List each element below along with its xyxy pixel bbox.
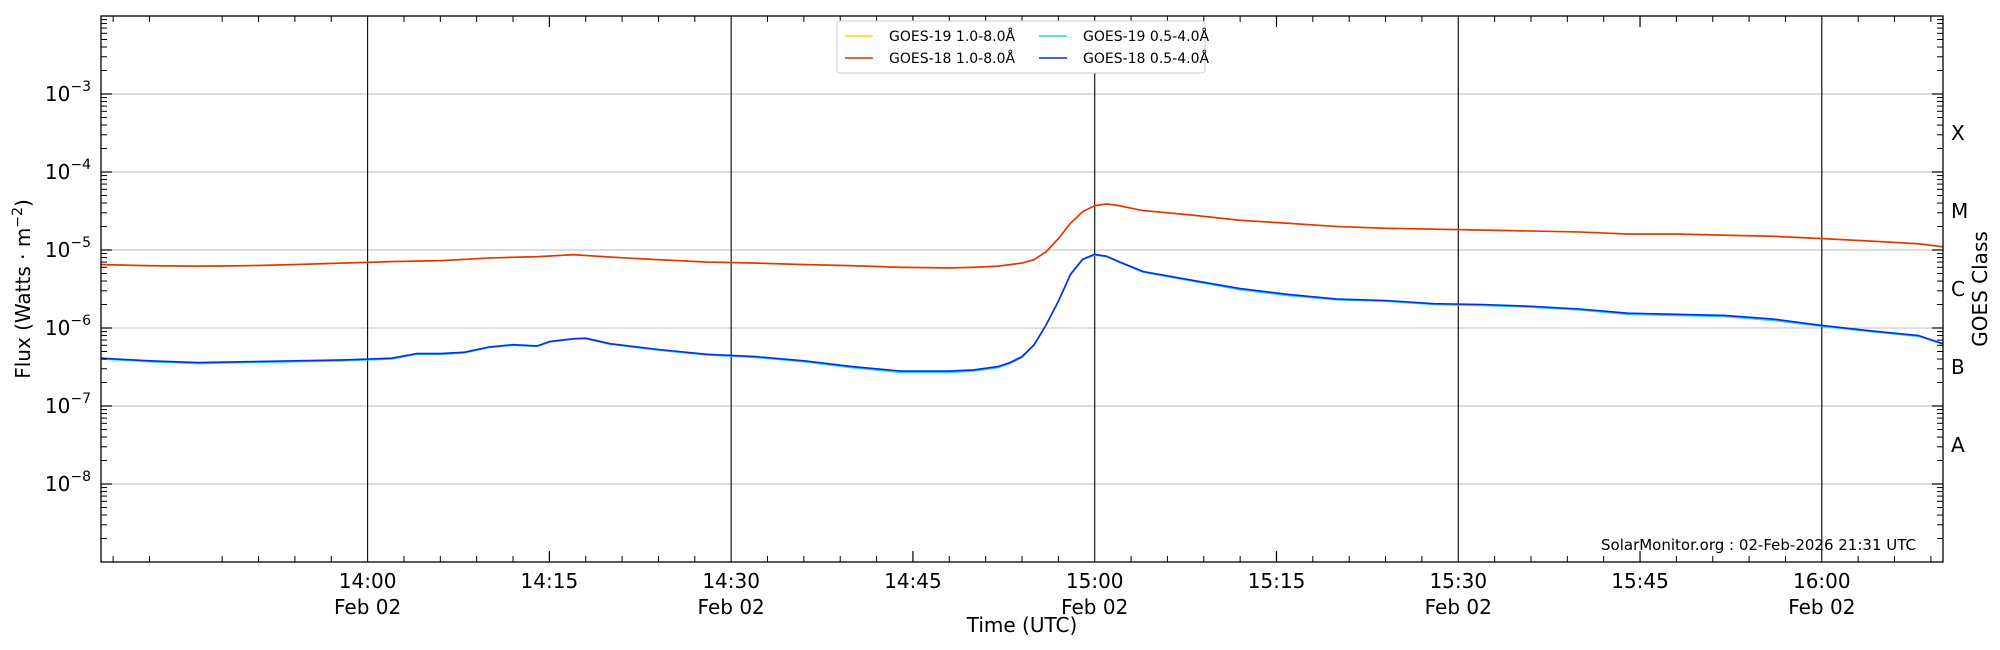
y-tick-base: 10	[45, 82, 70, 106]
goes-class-label: B	[1951, 355, 1965, 379]
goes-class-label: A	[1951, 433, 1965, 457]
series-line	[100, 203, 1944, 269]
legend-label: GOES-19 0.5-4.0Å	[1083, 28, 1209, 45]
x-tick-label: 14:30	[702, 569, 760, 593]
y-tick-label: 10−5	[45, 235, 91, 262]
x-tick-label: 16:00	[1793, 569, 1851, 593]
x-tick-date-label: Feb 02	[1061, 595, 1128, 619]
grid-lines	[101, 16, 1943, 562]
y-tick-exponent: −5	[70, 235, 91, 251]
legend-box	[836, 20, 1206, 74]
x-axis-title: Time (UTC)	[966, 613, 1078, 637]
series-line	[100, 253, 1944, 372]
y-tick-base: 10	[45, 472, 70, 496]
y-tick-label: 10−8	[45, 469, 91, 496]
y-axis-title-exponent: −2	[10, 207, 26, 228]
x-tick-date-label: Feb 02	[334, 595, 401, 619]
y-tick-base: 10	[45, 238, 70, 262]
y-tick-exponent: −3	[70, 79, 91, 95]
x-tick-label: 14:45	[884, 569, 942, 593]
x-tick-date-label: Feb 02	[698, 595, 765, 619]
y-axis-title-close: )	[11, 199, 35, 207]
y-tick-exponent: −8	[70, 469, 91, 485]
x-tick-date-label: Feb 02	[1425, 595, 1492, 619]
credit-label: SolarMonitor.org : 02-Feb-2026 21:31 UTC	[1601, 536, 1916, 554]
y-tick-label: 10−7	[45, 391, 91, 418]
y-tick-base: 10	[45, 394, 70, 418]
x-tick-label: 14:00	[339, 569, 397, 593]
goes-class-label: M	[1951, 199, 1968, 223]
series-lines	[100, 203, 1944, 374]
goes-class-label: C	[1951, 277, 1965, 301]
x-tick-label: 14:15	[521, 569, 579, 593]
y-tick-base: 10	[45, 160, 70, 184]
x-tick-label: 15:30	[1429, 569, 1487, 593]
x-tick-label: 15:45	[1611, 569, 1669, 593]
x-tick-label: 15:00	[1066, 569, 1124, 593]
y-tick-label: 10−3	[45, 79, 91, 106]
y-tick-label: 10−6	[45, 313, 91, 340]
goes-class-label: X	[1951, 121, 1965, 145]
y-axis-title-main: Flux (Watts · m	[11, 228, 35, 379]
y-axis-title: Flux (Watts · m−2)	[10, 199, 35, 379]
y-tick-label: 10−4	[45, 157, 91, 184]
y-tick-exponent: −6	[70, 313, 91, 329]
legend-label: GOES-18 1.0-8.0Å	[889, 50, 1015, 67]
legend: GOES-19 1.0-8.0Å GOES-18 1.0-8.0Å GOES-19 …	[836, 20, 1209, 74]
y-tick-base: 10	[45, 316, 70, 340]
axis-ticks	[101, 16, 1943, 562]
legend-label: GOES-18 0.5-4.0Å	[1083, 50, 1209, 67]
plot-frame	[100, 15, 1944, 563]
x-tick-date-label: Feb 02	[1788, 595, 1855, 619]
y-tick-exponent: −4	[70, 157, 91, 173]
legend-label: GOES-19 1.0-8.0Å	[889, 28, 1015, 45]
series-line	[100, 203, 1944, 269]
y-tick-exponent: −7	[70, 391, 91, 407]
goes-class-axis-title: GOES Class	[1968, 231, 1992, 347]
x-tick-label: 15:15	[1248, 569, 1306, 593]
